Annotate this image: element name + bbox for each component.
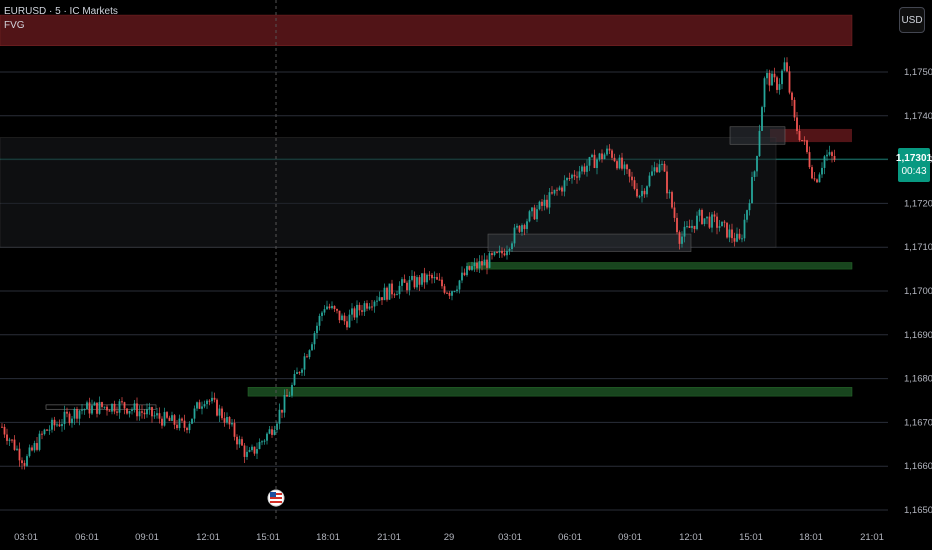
time-tick-label: 12:01 [679, 532, 703, 543]
current-price-label: 1,17301 [895, 153, 932, 164]
range-box [0, 137, 777, 248]
bullish-fvg-zone [247, 387, 853, 397]
price-tick-label: 1,17400 [904, 111, 932, 122]
time-tick-label: 21:01 [860, 532, 884, 543]
us-flag-icon[interactable] [267, 489, 285, 507]
price-tick-label: 1,17200 [904, 198, 932, 209]
price-tick-label: 1,16600 [904, 461, 932, 472]
candlestick-series [1, 57, 836, 470]
time-tick-label: 18:01 [316, 532, 340, 543]
symbol-title[interactable]: EURUSD · 5 · IC Markets [4, 6, 118, 17]
range-box [45, 404, 157, 410]
time-tick-label: 06:01 [75, 532, 99, 543]
time-tick-label: 03:01 [14, 532, 38, 543]
current-price-badge: 1,17301 00:43 [895, 148, 932, 182]
bar-countdown: 00:43 [901, 166, 927, 177]
price-tick-label: 1,17000 [904, 286, 932, 297]
price-axis[interactable]: 1,175001,174001,173001,172001,171001,170… [904, 67, 932, 516]
time-tick-label: 12:01 [196, 532, 220, 543]
price-tick-label: 1,16800 [904, 374, 932, 385]
time-tick-label: 09:01 [618, 532, 642, 543]
price-tick-label: 1,16700 [904, 417, 932, 428]
range-box [729, 126, 786, 145]
time-tick-label: 21:01 [377, 532, 401, 543]
time-tick-label: 18:01 [799, 532, 823, 543]
bearish-fvg-zone [770, 128, 852, 143]
time-tick-label: 06:01 [558, 532, 582, 543]
price-tick-label: 1,17100 [904, 242, 932, 253]
price-tick-label: 1,17500 [904, 67, 932, 78]
time-tick-label: 15:01 [739, 532, 763, 543]
time-tick-label: 09:01 [135, 532, 159, 543]
time-tick-label: 03:01 [498, 532, 522, 543]
bullish-fvg-zone [467, 262, 853, 270]
price-tick-label: 1,16900 [904, 330, 932, 341]
range-box [487, 233, 692, 252]
indicator-label[interactable]: FVG [4, 20, 25, 31]
time-axis[interactable]: 03:01 06:01 09:01 12:01 15:01 18:01 21:01 29 03:… [14, 532, 884, 543]
time-tick-label: 29 [444, 532, 455, 543]
bearish-fvg-zone [0, 14, 853, 46]
fvg-zones [0, 14, 853, 410]
currency-button[interactable]: USD [899, 7, 925, 33]
chart-legend: EURUSD · 5 · IC Markets FVG [4, 5, 118, 33]
time-tick-label: 15:01 [256, 532, 280, 543]
